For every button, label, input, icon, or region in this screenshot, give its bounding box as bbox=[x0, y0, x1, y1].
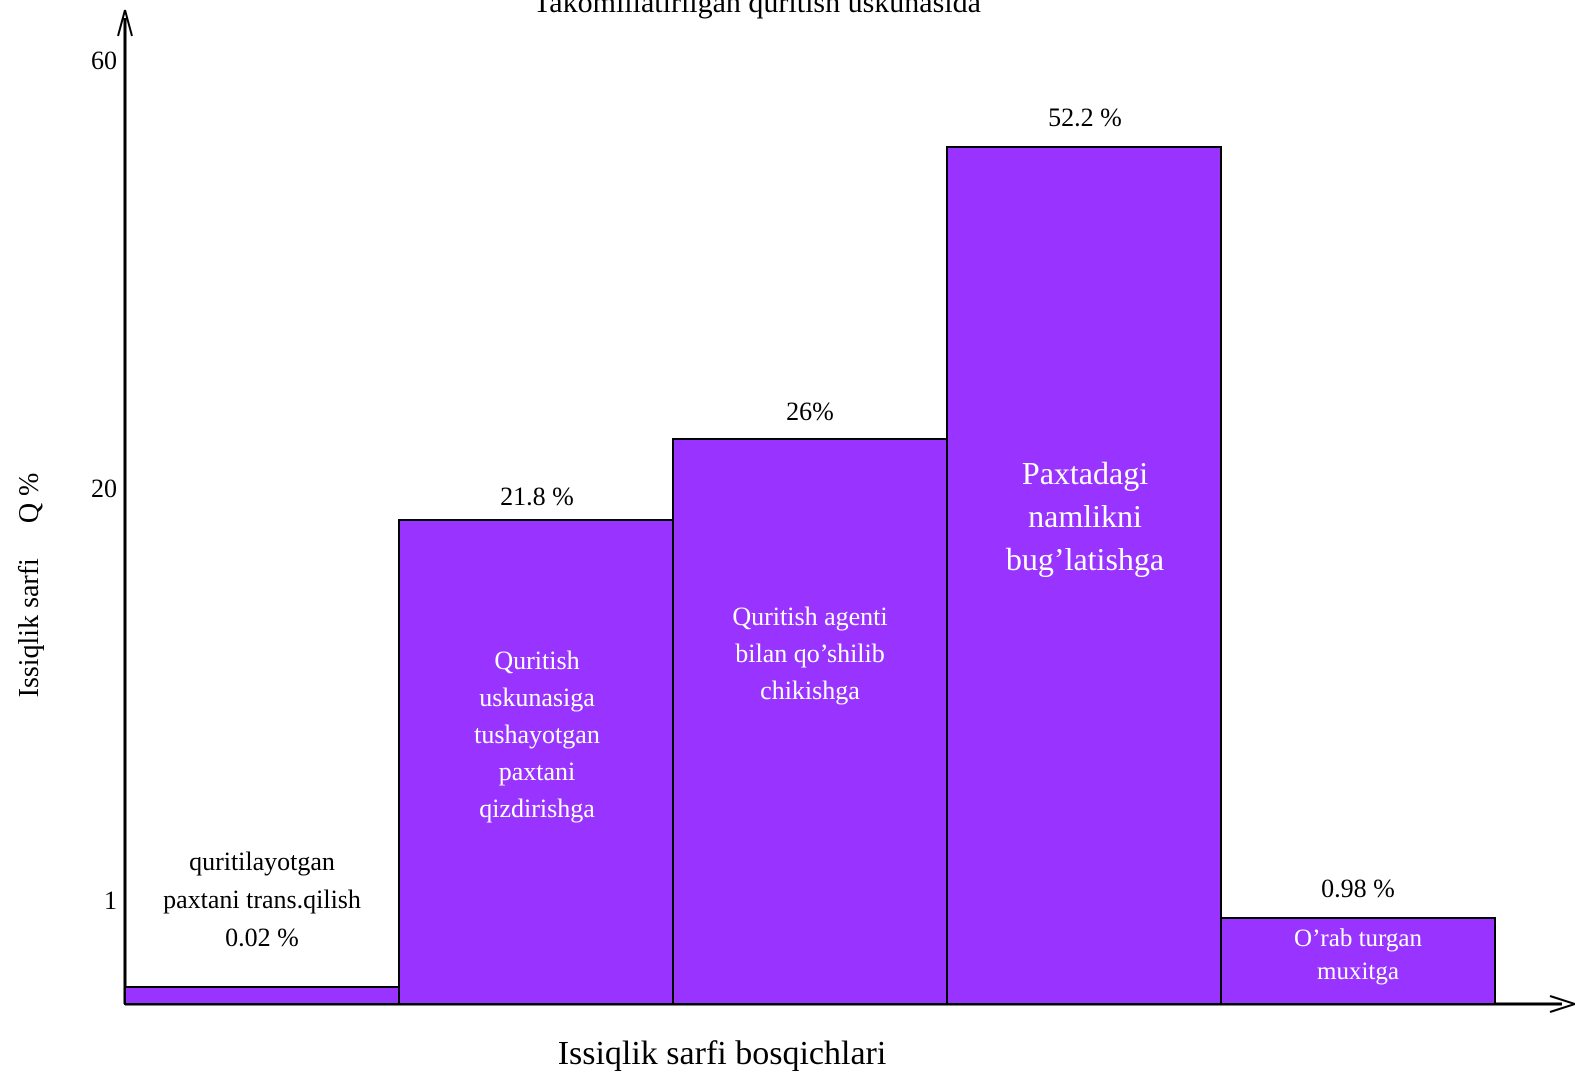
chart-title: Takomillatirilgan quritish uskunasida bbox=[533, 0, 981, 19]
bar bbox=[398, 519, 674, 1005]
y-axis-label: Issiqlik sarfi Q % bbox=[14, 473, 45, 698]
bar-value-label: 26% bbox=[786, 397, 834, 426]
bar-category-label: chikishga bbox=[760, 676, 860, 705]
x-axis-label: Issiqlik sarfi bosqichlari bbox=[558, 1035, 887, 1072]
bar-category-label: tushayotgan bbox=[474, 720, 600, 749]
y-tick-label: 1 bbox=[104, 886, 117, 915]
y-tick-label: 60 bbox=[91, 46, 117, 75]
bar bbox=[1220, 917, 1496, 1005]
x-axis-arrow bbox=[1549, 995, 1575, 1013]
bar-category-label: bilan qo’shilib bbox=[735, 639, 885, 668]
bar-category-label: 0.02 % bbox=[225, 923, 299, 952]
bar-category-label: namlikni bbox=[1028, 498, 1142, 534]
bar bbox=[124, 986, 400, 1005]
bar bbox=[672, 438, 948, 1005]
bar-category-label: qizdirishga bbox=[479, 794, 595, 823]
bar-category-label: uskunasiga bbox=[479, 683, 595, 712]
y-tick-label: 20 bbox=[91, 474, 117, 503]
bar-value-label: 21.8 % bbox=[500, 482, 574, 511]
bar-category-label: O’rab turgan bbox=[1294, 925, 1422, 952]
bar-value-label: 52.2 % bbox=[1048, 103, 1122, 132]
bar-category-label: Quritish bbox=[494, 646, 579, 675]
bar-category-label: quritilayotgan bbox=[189, 847, 335, 876]
bar-category-label: Quritish agenti bbox=[732, 602, 887, 631]
bar-category-label: muxitga bbox=[1317, 958, 1399, 985]
y-axis-arrow bbox=[117, 9, 133, 37]
bar-category-label: paxtani trans.qilish bbox=[163, 885, 361, 914]
bar-category-label: Paxtadagi bbox=[1022, 455, 1148, 491]
bar bbox=[946, 146, 1222, 1005]
bar-category-label: paxtani bbox=[499, 757, 576, 786]
bar-value-label: 0.98 % bbox=[1321, 874, 1395, 903]
bar-category-label: bug’latishga bbox=[1006, 541, 1164, 577]
